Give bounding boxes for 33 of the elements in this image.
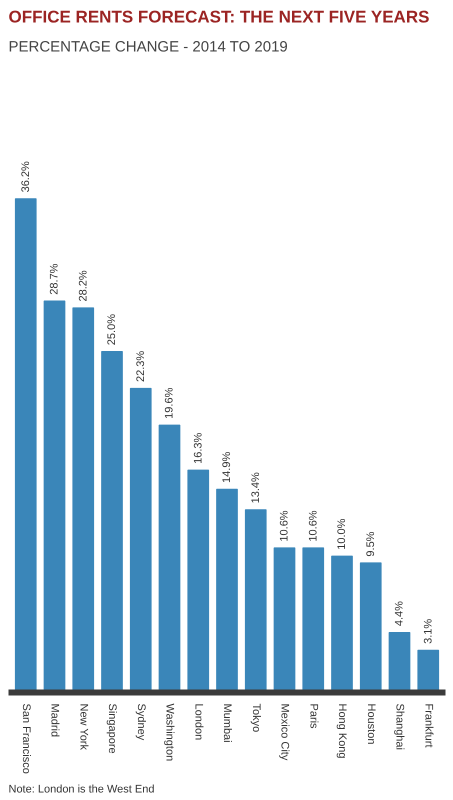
data-label: 36.2%: [20, 161, 32, 192]
x-tick-label: Singapore: [106, 704, 118, 754]
x-tick-label: Tokyo: [250, 704, 262, 732]
x-tick-label: Paris: [307, 704, 320, 730]
data-label: 9.5%: [364, 531, 377, 557]
data-label: 22.3%: [134, 350, 147, 382]
text: Note: London is the West End: [8, 784, 154, 796]
data-label: 13.4%: [250, 472, 262, 504]
x-tick-label: New York: [77, 704, 90, 750]
data-label: 16.3%: [192, 432, 204, 464]
data-label: 4.4%: [394, 600, 406, 626]
chart-subtitle: PERCENTAGE CHANGE - 2014 TO 2019: [8, 38, 288, 56]
data-label: 28.7%: [48, 263, 60, 295]
chart-title: OFFICE RENTS FORECAST: THE NEXT FIVE YEARS: [8, 8, 430, 26]
x-tick-label: Mexico City: [278, 704, 290, 761]
data-label: 19.6%: [164, 387, 176, 419]
x-tick-label: Shanghai: [394, 704, 406, 750]
data-label: 10.6%: [278, 510, 290, 542]
data-label: 3.1%: [422, 618, 434, 644]
x-tick-label: Mumbai: [221, 704, 233, 743]
x-tick-label: Houston: [364, 704, 377, 744]
x-tick-label: London: [192, 704, 204, 740]
x-tick-label: Sydney: [134, 704, 147, 741]
data-label: 10.6%: [307, 510, 320, 542]
data-label: 14.9%: [221, 452, 233, 483]
x-tick-label: Washington: [164, 704, 176, 762]
data-label: 28.2%: [77, 270, 90, 302]
x-tick-label: Hong Kong: [336, 704, 348, 759]
x-tick-label: Madrid: [48, 704, 60, 738]
x-tick-label: Frankfurt: [422, 704, 434, 748]
data-label: 25.0%: [106, 314, 118, 346]
data-label: 10.0%: [336, 518, 348, 550]
x-tick-label: San Francisco: [20, 704, 32, 774]
